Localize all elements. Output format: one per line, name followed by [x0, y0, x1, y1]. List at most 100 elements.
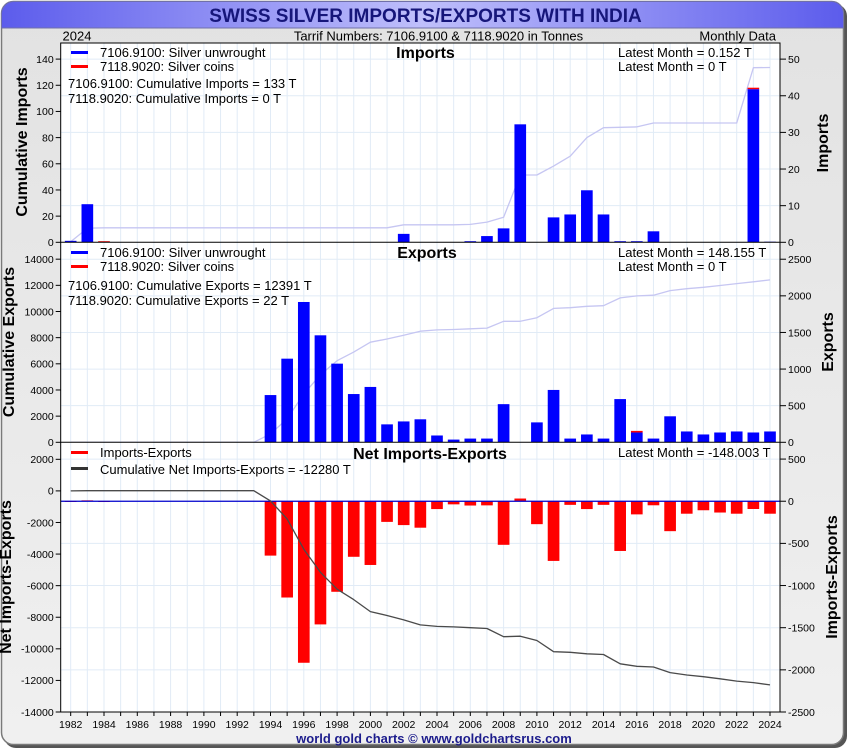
bar-unwrought	[547, 217, 560, 243]
bar-net	[464, 501, 477, 506]
y-tick-label-left: 140	[36, 54, 54, 66]
net-legend: Imports-Exports Cumulative Net Imports-E…	[71, 445, 351, 477]
plot-border	[60, 42, 781, 713]
imports-panel: 0 20 40 60 80 100 120 140 0 10 20 30 40 50 7106.9100:…	[14, 43, 832, 249]
x-tick-label: 1998	[325, 719, 349, 731]
bar-unwrought	[547, 389, 560, 443]
y-tick-label-left: -4000	[27, 549, 54, 561]
y-tick-label-right: 0	[788, 437, 794, 449]
bar-unwrought	[464, 438, 477, 443]
bar-unwrought	[264, 395, 277, 443]
cumulative-coins-text: 7118.9020: Cumulative Imports = 0 T	[68, 91, 281, 106]
y-tick-label-left: -2000	[27, 517, 54, 529]
bar-unwrought	[764, 431, 776, 443]
bar-unwrought	[581, 434, 593, 443]
bar-unwrought	[531, 422, 543, 443]
x-tick-label: 1994	[259, 719, 283, 731]
bar-unwrought	[730, 431, 743, 443]
bar-net	[481, 501, 493, 506]
bar-net	[747, 501, 760, 509]
panel-title-net: Net Imports-Exports	[353, 446, 507, 463]
bar-unwrought	[397, 421, 410, 443]
imports-marks: 0 20 40 60 80 100 120 140 0 10 20 30 40 50	[36, 43, 800, 249]
cumulative-line	[70, 66, 771, 243]
y-axis-title-left: Net Imports-Exports	[0, 500, 15, 654]
bar-unwrought	[381, 424, 393, 443]
bar-unwrought	[397, 233, 410, 243]
bar-unwrought	[514, 124, 527, 243]
x-tick-label: 2020	[692, 719, 716, 731]
bar-net	[730, 501, 743, 514]
bar-unwrought	[614, 241, 626, 243]
bar-unwrought	[597, 438, 610, 443]
y-axis-title-right: Exports	[820, 312, 837, 372]
bar-unwrought	[747, 432, 760, 443]
bar-net	[764, 501, 776, 514]
chart-title: SWISS SILVER IMPORTS/EXPORTS WITH INDIA	[209, 6, 642, 27]
latest-month-coins: Latest Month = 0 T	[618, 259, 727, 274]
bar-unwrought	[630, 432, 643, 443]
x-tick-label: 1984	[92, 719, 116, 731]
x-tick-label: 2016	[625, 719, 649, 731]
cumulative-unwrought-text: 7106.9100: Cumulative Exports = 12391 T	[68, 278, 312, 293]
bar-unwrought	[331, 363, 343, 443]
y-tick-label-left: 4000	[30, 385, 54, 397]
y-tick-label-right: 1000	[788, 364, 812, 376]
bar-unwrought	[664, 416, 676, 443]
y-tick-label-left: -8000	[27, 612, 54, 624]
y-tick-label-left: 0	[48, 486, 54, 498]
x-tick-label: 2014	[592, 719, 616, 731]
bar-coins	[747, 87, 760, 90]
x-tick-label: 1996	[292, 719, 316, 731]
y-tick-label-left: 14000	[24, 254, 53, 266]
y-tick-label-right: -2000	[788, 665, 815, 677]
cumulative-coins-text: 7118.9020: Cumulative Exports = 22 T	[68, 293, 289, 308]
x-tick-label: 1992	[226, 719, 250, 731]
bar-net	[414, 501, 427, 528]
legend-swatch-unwrought	[71, 51, 88, 54]
y-axis-title-left: Cumulative Imports	[14, 67, 31, 216]
y-tick-label-right: 40	[788, 91, 800, 103]
bar-unwrought	[481, 236, 493, 243]
panel-title-imports: Imports	[396, 45, 455, 62]
y-tick-label-right: -1500	[788, 623, 815, 635]
bar-net	[331, 501, 343, 592]
y-tick-label-right: 50	[788, 54, 800, 66]
y-tick-label-left: -14000	[21, 707, 54, 719]
bar-net	[547, 501, 560, 561]
bar-net	[630, 501, 643, 515]
bar-net	[397, 501, 410, 526]
y-tick-label-left: -6000	[27, 581, 54, 593]
bar-unwrought	[447, 439, 460, 443]
legend-swatch-coins	[71, 65, 88, 68]
bar-unwrought	[497, 404, 510, 443]
panel-title-exports: Exports	[397, 245, 457, 262]
bar-net	[647, 501, 660, 506]
legend-label-unwrought: 7106.9100: Silver unwrought	[100, 245, 266, 260]
bar-net	[664, 501, 676, 532]
x-tick-label: 2002	[392, 719, 416, 731]
y-tick-label-left: 80	[42, 132, 54, 144]
y-tick-label-left: 40	[42, 185, 54, 197]
exports-legend: 7106.9100: Silver unwrought 7118.9020: S…	[68, 245, 312, 308]
bar-coins	[630, 430, 643, 433]
bar-unwrought	[364, 386, 377, 443]
bar-unwrought	[431, 435, 443, 443]
bar-unwrought	[581, 190, 593, 243]
latest-month-unwrought: Latest Month = 0.152 T	[618, 45, 752, 60]
y-tick-label-right: 1500	[788, 327, 812, 339]
y-tick-label-right: 0	[788, 237, 794, 249]
exports-marks: 0 2000 4000 6000 8000 10000 12000 14000 0 500 1000…	[24, 242, 812, 449]
y-tick-label-left: 0	[48, 237, 54, 249]
y-tick-label-right: 2000	[788, 291, 812, 303]
x-tick-label: 2000	[359, 719, 383, 731]
bar-unwrought	[630, 241, 643, 243]
legend-swatch-unwrought	[71, 251, 88, 254]
y-tick-label-right: 30	[788, 127, 800, 139]
latest-month-net: Latest Month = -148.003 T	[618, 445, 771, 460]
legend-swatch-net	[71, 451, 88, 454]
bar-net	[264, 501, 277, 556]
y-tick-label-left: 8000	[30, 333, 54, 345]
legend-label-cumulative-net: Cumulative Net Imports-Exports = -12280 …	[100, 462, 351, 477]
